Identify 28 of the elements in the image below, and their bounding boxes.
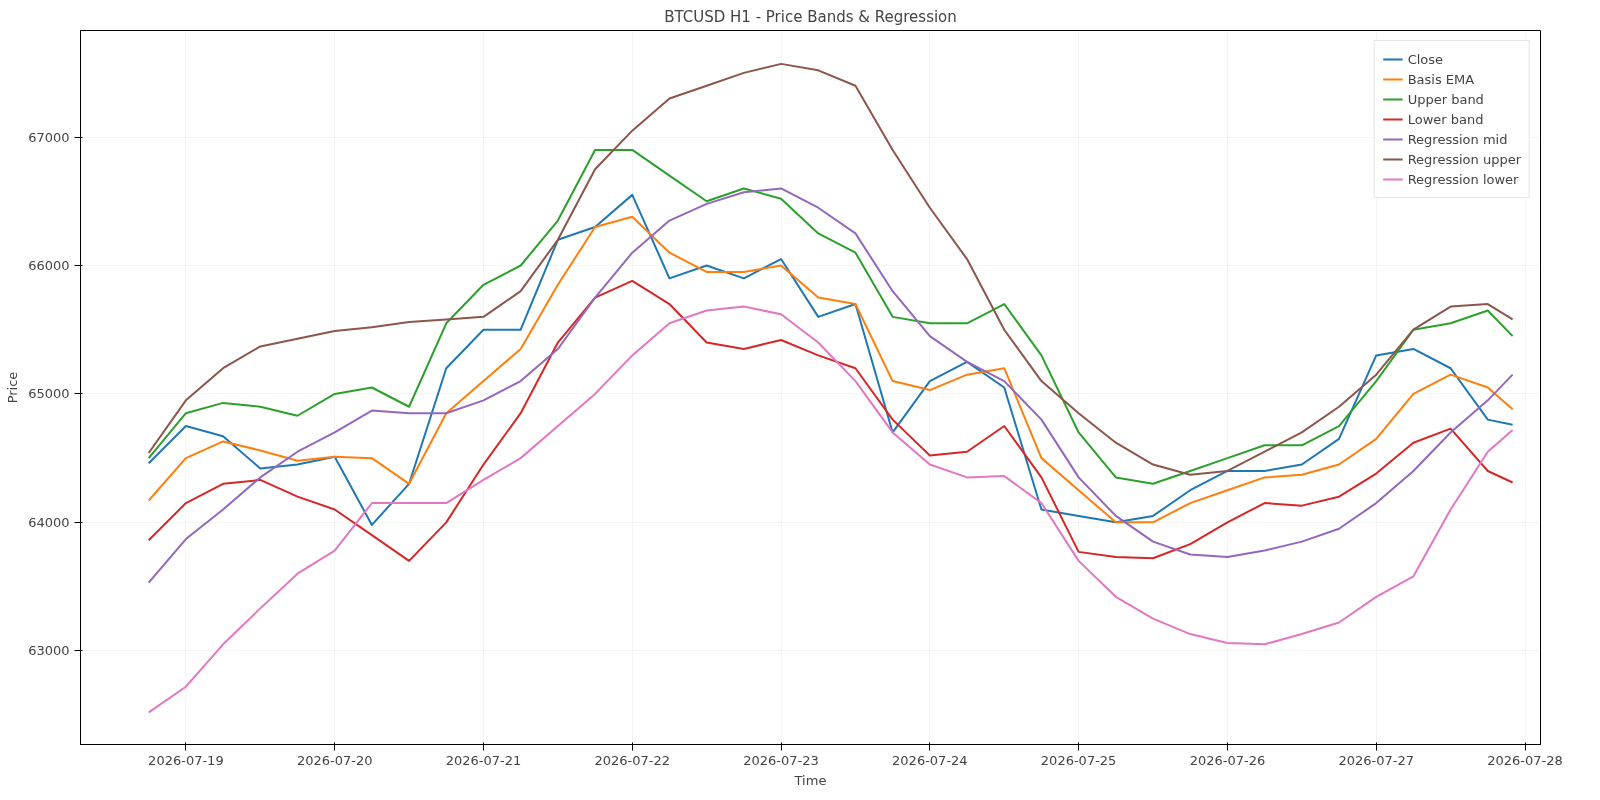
x-tick-label: 2026-07-24 [892,752,968,768]
legend-label: Basis EMA [1407,71,1475,87]
x-tick-label: 2026-07-28 [1487,752,1563,768]
x-axis-title: Time [793,772,827,788]
x-tick-label: 2026-07-22 [594,752,671,768]
x-tick-label: 2026-07-25 [1040,752,1117,768]
y-tick-label: 64000 [28,514,70,530]
x-tick-label: 2026-07-23 [743,752,819,768]
y-tick-label: 65000 [28,386,70,402]
legend-label: Close [1407,51,1444,67]
line-series [147,187,1514,584]
x-tick-label: 2026-07-26 [1189,752,1266,768]
legend-label: Regression mid [1407,131,1508,147]
y-tick-label: 67000 [28,129,70,145]
chart-title: BTCUSD H1 - Price Bands & Regression [664,7,957,26]
legend-label: Regression lower [1407,171,1519,187]
legend-label: Lower band [1407,111,1484,127]
x-tick-label: 2026-07-19 [148,752,224,768]
line-series [147,305,1514,714]
y-tick-label: 66000 [28,258,70,273]
y-axis-title: Price [5,371,21,404]
line-series [147,279,1514,562]
x-tick-label: 2026-07-21 [445,752,522,768]
legend-label: Upper band [1407,91,1484,107]
x-tick-label: 2026-07-27 [1338,752,1414,768]
y-tick-label: 63000 [28,643,70,659]
legend-label: Regression upper [1407,151,1521,167]
x-tick-label: 2026-07-20 [296,752,373,768]
